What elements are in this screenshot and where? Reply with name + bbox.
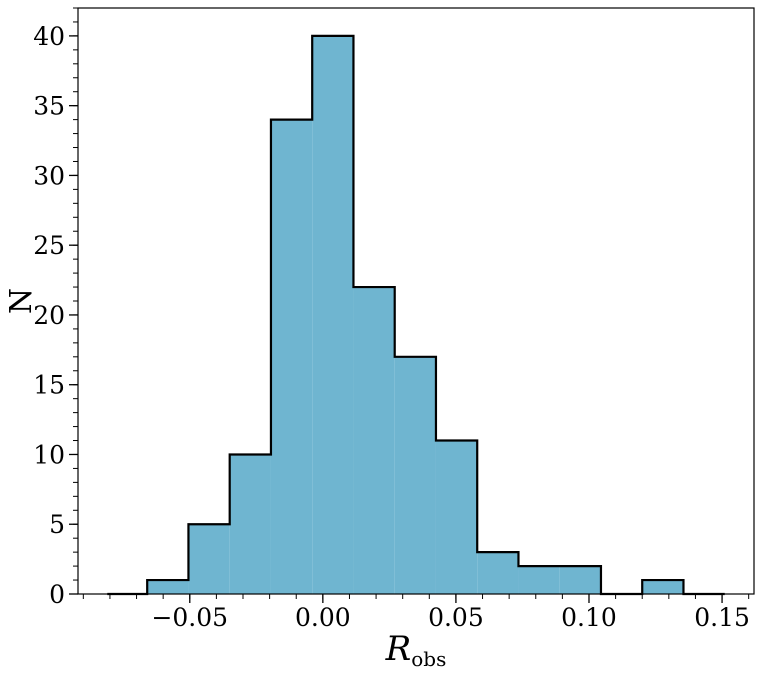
histogram-bar [477,552,519,594]
histogram-bar [394,356,436,594]
tick-labels-layer: −0.05 0.00 0.05 0.10 0.15 0 5 10 15 20 25 30 35 40 [33,22,750,632]
histogram-bar [435,440,478,594]
y-tick-label: 15 [33,371,65,400]
y-tick-label: 30 [33,161,65,190]
histogram-bar [147,580,189,594]
y-tick-label: 40 [33,22,65,51]
y-tick-label: 5 [49,510,65,539]
histogram-bar [642,580,684,594]
bars-layer [147,35,684,594]
y-tick-label: 10 [33,440,65,469]
x-tick-label: 0.15 [694,603,750,632]
histogram-bar [270,119,313,594]
histogram-bar [518,566,560,594]
y-tick-label: 0 [49,580,65,609]
histogram-bar [353,287,395,594]
histogram-bar [312,35,354,594]
x-tick-label: 0.10 [561,603,617,632]
y-tick-label: 25 [33,231,65,260]
y-axis-label: N [4,288,39,314]
x-axis-label: Robs [385,629,447,671]
histogram-bar [229,454,271,594]
histogram-bar [188,524,230,594]
histogram-bar [559,566,601,594]
y-tick-label: 35 [33,92,65,121]
x-tick-label: 0.00 [295,603,351,632]
x-axis-label-subscript: obs [411,647,446,671]
ticks-layer [69,7,750,603]
x-tick-label: −0.05 [151,603,228,632]
y-tick-label: 20 [33,301,65,330]
x-tick-label: 0.05 [428,603,484,632]
x-axis-label-main: R [385,629,412,669]
